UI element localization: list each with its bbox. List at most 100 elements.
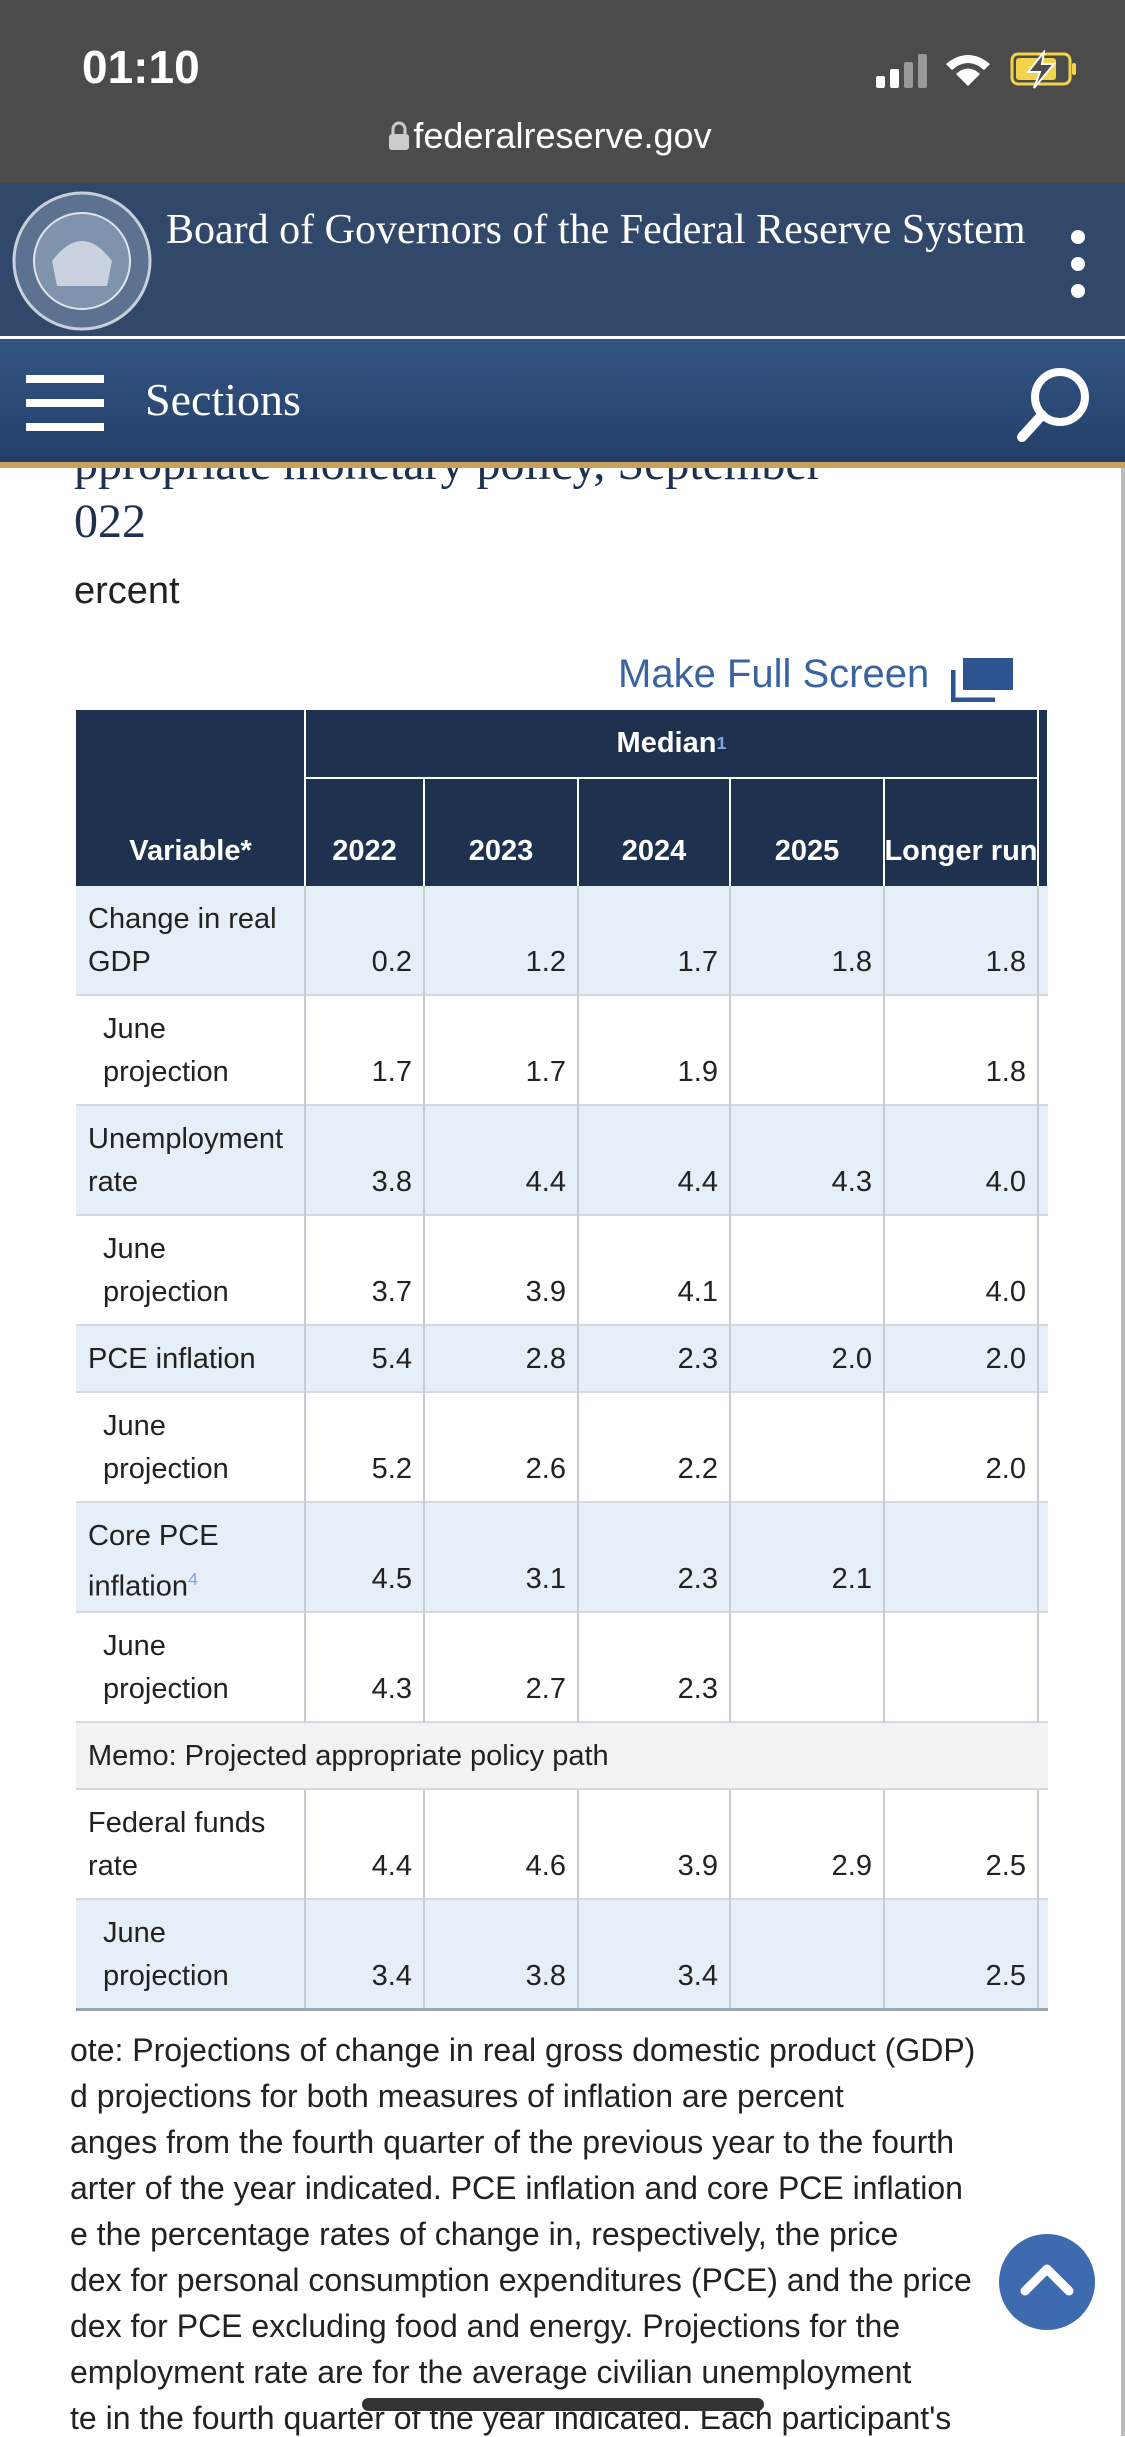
column-divider [577,1393,579,1503]
cell-value: 3.7 [371,1276,412,1308]
table-row [76,996,1048,1106]
header-divider [883,777,885,886]
cell-value: 3.8 [525,1960,566,1992]
column-divider [1037,1790,1039,1900]
group-header-text: Median [616,727,717,759]
column-divider [304,1216,306,1326]
column-divider [304,996,306,1106]
footnote-ref[interactable]: 4 [187,1569,198,1589]
status-icons [876,50,1076,89]
cell-value: 2.5 [985,1960,1026,1992]
table-row [76,1503,1048,1613]
column-divider [423,1503,425,1613]
note-line: employment rate are for the average civi… [70,2354,912,2390]
nav-bar: Sections [0,339,1125,468]
column-divider [1037,1613,1039,1723]
cell-value: 4.4 [677,1166,718,1198]
column-divider [883,1790,885,1900]
column-divider [423,1900,425,2010]
menu-dots[interactable] [1068,229,1088,299]
cell-value: 5.4 [371,1343,412,1375]
table-row [76,1613,1048,1723]
note-line: dex for personal consumption expenditure… [70,2262,972,2298]
note-line: anges from the fourth quarter of the pre… [70,2124,955,2160]
column-divider [577,886,579,996]
column-divider [1037,1106,1039,1216]
column-divider [577,996,579,1106]
column-divider [729,1613,731,1723]
column-divider [304,1900,306,2010]
column-divider [883,1613,885,1723]
scroll-edge [1121,466,1125,2436]
cell-value: 5.2 [371,1453,412,1485]
column-divider [304,886,306,996]
row-label-text: June projection [103,1917,229,1992]
column-divider [729,1216,731,1326]
note-line: ote: Projections of change in real gross… [70,2032,976,2068]
column-divider [883,1503,885,1613]
sections-label[interactable]: Sections [145,374,301,425]
cell-value: 1.2 [525,946,566,978]
column-divider [423,886,425,996]
cell-value: 1.7 [677,946,718,978]
column-divider [577,1106,579,1216]
cell-value: 3.9 [677,1850,718,1882]
hamburger[interactable] [26,375,104,431]
row-label: June projection [76,1393,305,1503]
column-divider [423,1326,425,1393]
header-divider [1037,710,1039,886]
row-label: June projection [76,1613,305,1723]
column-divider [1037,1503,1039,1613]
cell-value: 1.7 [371,1056,412,1088]
row-label-text: June projection [103,1630,229,1705]
row-label-text: June projection [103,1410,229,1485]
cell-value: 2.9 [831,1850,872,1882]
lock-icon [389,121,409,150]
row-label: PCE inflation [76,1326,305,1393]
site-title[interactable]: Board of Governors of the Federal Reserv… [166,207,1026,253]
column-divider [423,1216,425,1326]
column-divider [883,1900,885,2010]
cell-value: 2.0 [985,1453,1026,1485]
column-divider [423,1613,425,1723]
footnote-ref[interactable]: 1 [716,733,727,753]
column-divider [423,996,425,1106]
column-divider [423,1106,425,1216]
row-label-text: Change in real GDP [88,903,277,978]
header-divider [423,777,425,886]
column-divider [577,1613,579,1723]
cell-value: 4.3 [371,1673,412,1705]
column-divider [304,1503,306,1613]
scroll-top-button[interactable] [998,2233,1096,2331]
column-divider [883,886,885,996]
cell-value: 3.8 [371,1166,412,1198]
column-divider [883,996,885,1106]
row-label: June projection [76,996,305,1106]
column-divider [1037,1393,1039,1503]
fullscreen-icon[interactable] [951,656,1015,702]
cell-value: 1.8 [985,946,1026,978]
site-header: Board of Governors of the Federal Reserv… [0,183,1125,336]
url[interactable]: federalreserve.gov [413,115,712,156]
column-divider [729,996,731,1106]
column-header: Variable* [129,835,252,867]
header-divider [1047,710,1049,886]
row-label: June projection [76,1900,305,2010]
header-divider [577,777,579,886]
column-divider [729,1900,731,2010]
column-divider [423,1393,425,1503]
column-divider [883,1216,885,1326]
header-rule [305,777,1038,779]
column-divider [883,1106,885,1216]
note-line: e the percentage rates of change in, res… [70,2216,899,2252]
search-icon[interactable] [1014,365,1094,445]
column-divider [729,1790,731,1900]
table-row [76,1326,1048,1393]
column-divider [304,1393,306,1503]
note-line: arter of the year indicated. PCE inflati… [70,2170,963,2206]
column-divider [577,1216,579,1326]
row-label-text: June projection [103,1013,229,1088]
fullscreen-link[interactable]: Make Full Screen [618,652,930,696]
group-header: Median 1 [305,710,1038,777]
header-divider [304,710,306,886]
